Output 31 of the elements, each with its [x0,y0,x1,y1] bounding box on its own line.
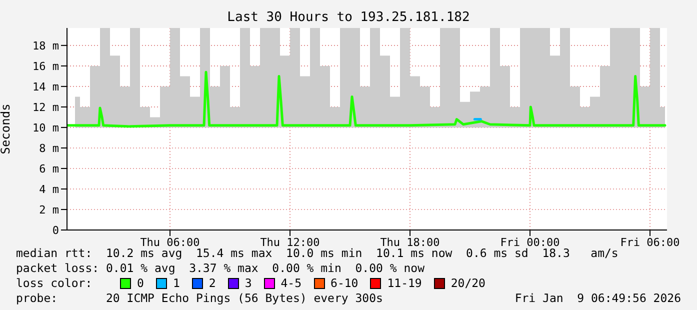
y-tick-label: 16 m [32,60,60,73]
legend-label: 0 [136,276,144,291]
legend-label: 4-5 [280,276,302,291]
y-tick-label: 6 m [39,162,60,176]
text: packet loss: 0.01 % avg 3.37 % max 0.00 % min 0.00 % now [16,261,426,276]
text: probe: 20 ICMP Echo Pings (56 Bytes) every 300s [16,291,383,306]
y-tick-label: 18 m [32,39,60,52]
chart-title: Last 30 Hours to 193.25.181.182 [226,10,471,25]
y-tick-label: 2 m [39,203,60,216]
x-tick-label: Thu 12:00 [260,236,320,249]
legend-label: 20/20 [450,276,486,291]
x-tick-label: Thu 18:00 [380,236,440,249]
text: median rtt: 10.2 ms avg 15.4 ms max 10.0 ms min 10.1 ms now 0.6 ms sd 18.3 am/s [16,246,618,260]
y-tick-label: 12 m [32,100,60,114]
x-tick-label: Fri 00:00 [500,236,560,249]
text: Fri Jan 9 06:49:56 2026 [514,291,681,306]
legend-label: 3 [244,276,252,291]
y-tick-label: 0 [52,224,59,237]
y-axis-title: Seconds [0,104,12,154]
x-tick-label: Fri 06:00 [620,236,680,249]
y-tick-label: 4 m [39,182,60,196]
y-tick-label: 14 m [32,80,60,94]
legend-title: loss color: [16,276,94,291]
y-tick-label: 10 m [32,121,60,134]
legend-label: 1 [172,276,180,291]
legend-label: 2 [208,276,216,291]
legend-label: 6-10 [330,276,358,291]
legend-label: 11-19 [386,276,422,291]
x-tick-label: Thu 06:00 [140,236,200,249]
y-tick-label: 8 m [39,142,60,155]
line-series [67,70,666,128]
